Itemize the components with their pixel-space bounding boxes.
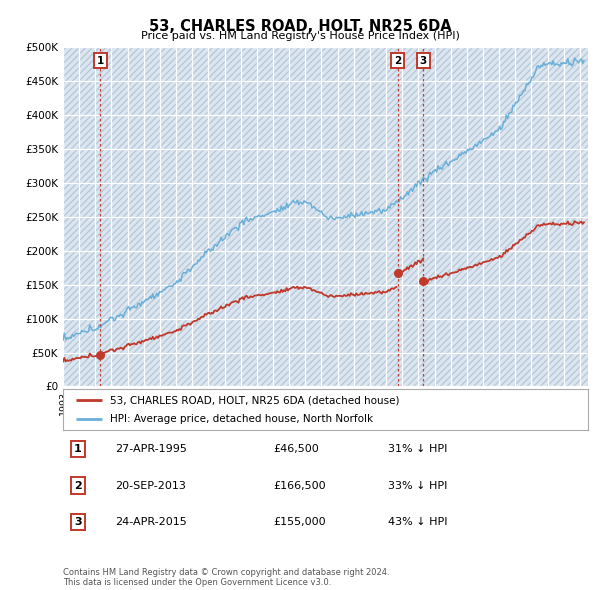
Text: 31% ↓ HPI: 31% ↓ HPI (389, 444, 448, 454)
Text: 24-APR-2015: 24-APR-2015 (115, 517, 187, 527)
Text: 2: 2 (74, 481, 82, 490)
Text: £46,500: £46,500 (273, 444, 319, 454)
Text: 53, CHARLES ROAD, HOLT, NR25 6DA: 53, CHARLES ROAD, HOLT, NR25 6DA (149, 19, 451, 34)
Text: £155,000: £155,000 (273, 517, 326, 527)
Text: 1: 1 (97, 55, 104, 65)
Text: 27-APR-1995: 27-APR-1995 (115, 444, 187, 454)
Text: Price paid vs. HM Land Registry's House Price Index (HPI): Price paid vs. HM Land Registry's House … (140, 31, 460, 41)
Text: 43% ↓ HPI: 43% ↓ HPI (389, 517, 448, 527)
Text: 3: 3 (74, 517, 82, 527)
FancyBboxPatch shape (63, 47, 588, 386)
Text: £166,500: £166,500 (273, 481, 326, 490)
Text: 33% ↓ HPI: 33% ↓ HPI (389, 481, 448, 490)
Text: HPI: Average price, detached house, North Norfolk: HPI: Average price, detached house, Nort… (110, 414, 373, 424)
Text: 20-SEP-2013: 20-SEP-2013 (115, 481, 187, 490)
Text: 2: 2 (394, 55, 401, 65)
Text: Contains HM Land Registry data © Crown copyright and database right 2024.
This d: Contains HM Land Registry data © Crown c… (63, 568, 389, 587)
Text: 1: 1 (74, 444, 82, 454)
Text: 53, CHARLES ROAD, HOLT, NR25 6DA (detached house): 53, CHARLES ROAD, HOLT, NR25 6DA (detach… (110, 395, 400, 405)
Text: 3: 3 (420, 55, 427, 65)
